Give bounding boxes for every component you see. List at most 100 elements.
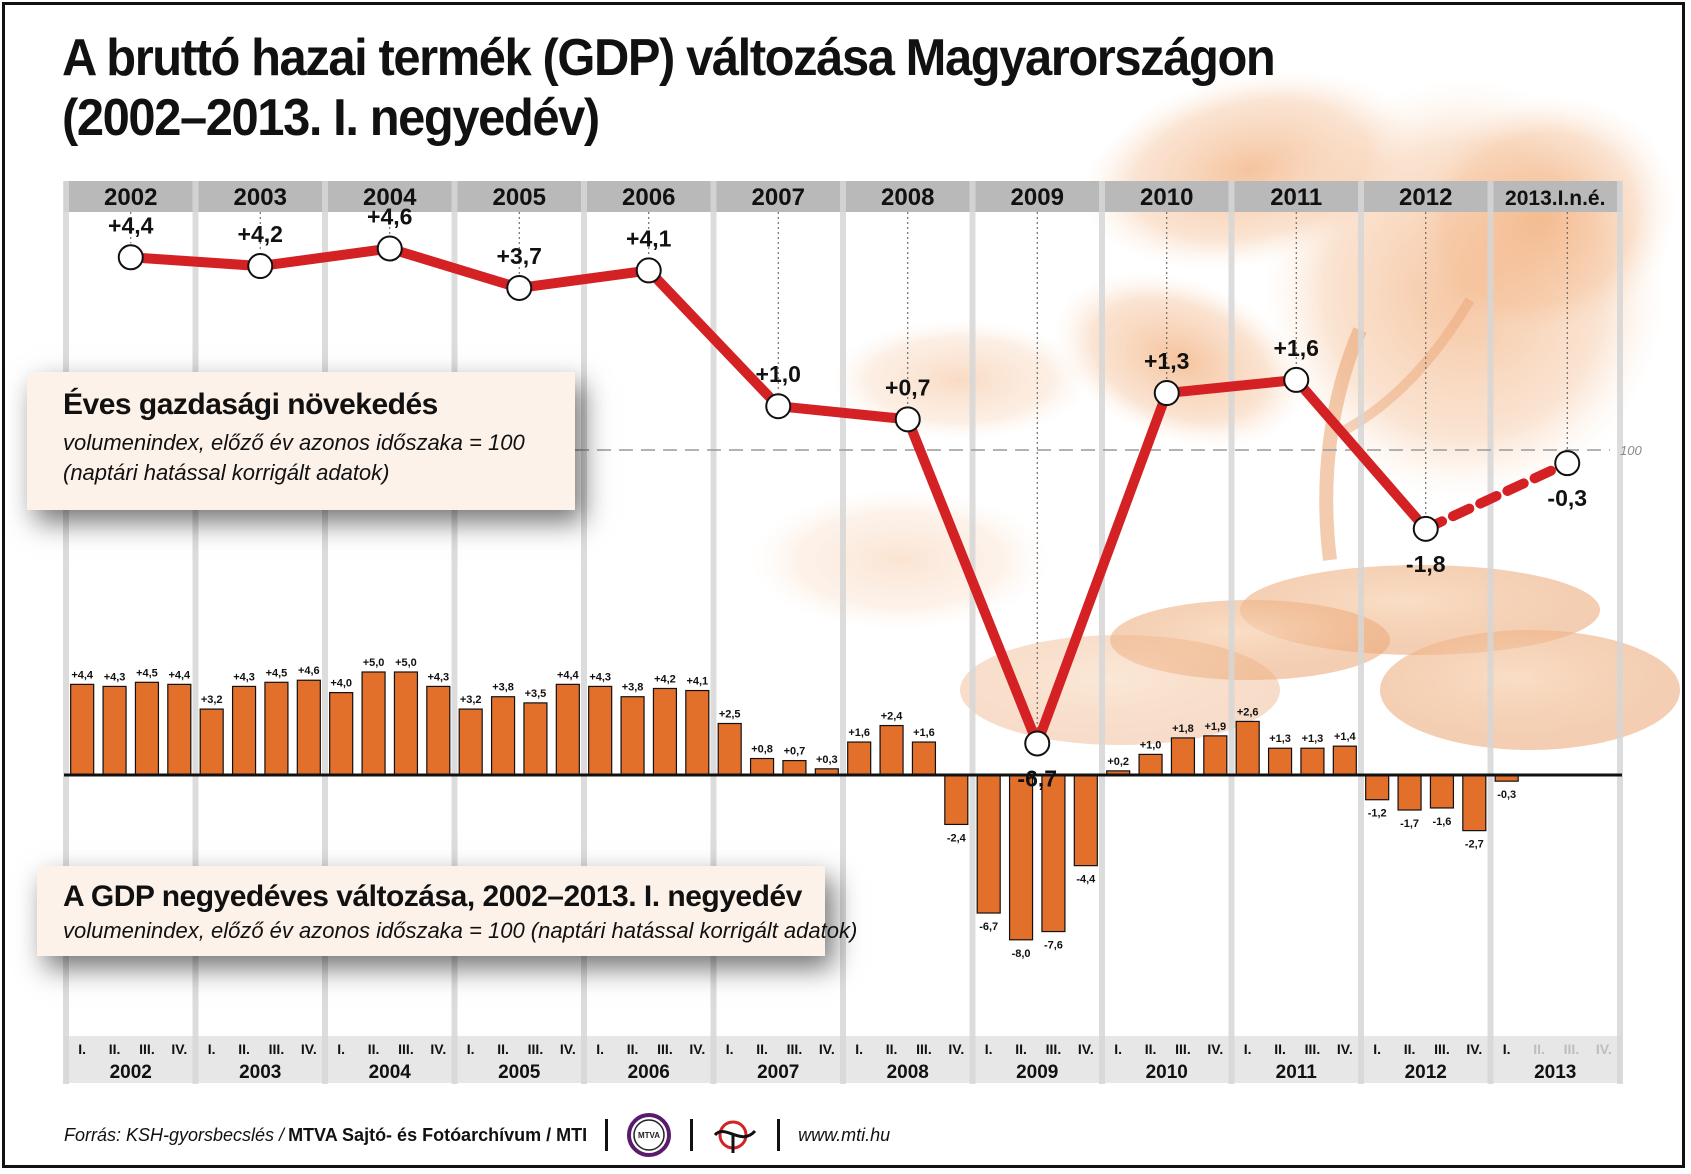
- line-point: [117, 244, 144, 271]
- quarter-bar: [652, 687, 678, 776]
- quarter-bar: [329, 691, 354, 776]
- quarter-tick-label: IV.: [1207, 1041, 1223, 1057]
- footer: Forrás: KSH-gyorsbecslés / MTVA Sajtó- é…: [64, 1113, 891, 1157]
- quarter-tick-label: IV.: [301, 1041, 317, 1057]
- line-point-label: +4,4: [108, 212, 154, 238]
- quarter-bar: [1073, 774, 1098, 867]
- year-header-label: 2008: [881, 184, 934, 211]
- column-separator: [581, 181, 587, 1084]
- quarter-bar-label: +2,5: [719, 709, 741, 721]
- quarter-tick-label: IV.: [948, 1041, 964, 1057]
- quarter-bar: [264, 681, 289, 776]
- quarter-tick-label: II.: [756, 1041, 768, 1057]
- quarter-tick-label: III.: [1564, 1041, 1580, 1057]
- quarter-bar: [426, 685, 451, 776]
- quarter-bar-label: +4,3: [589, 671, 611, 683]
- quarter-bar: [717, 722, 742, 776]
- quarter-tick-label: II.: [238, 1041, 250, 1057]
- quarter-bar: [1203, 735, 1228, 776]
- reference-line-100: 100: [575, 443, 1642, 458]
- year-header-label: 2013.I.n.é.: [1505, 187, 1605, 210]
- year-axis-label: 2009: [1016, 1062, 1058, 1083]
- quarter-bar-label: +1,8: [1172, 723, 1194, 735]
- quarter-tick-label: I.: [1373, 1041, 1381, 1057]
- quarter-tick-label: II.: [368, 1041, 380, 1057]
- quarter-tick-label: III.: [1434, 1041, 1450, 1057]
- quarter-bar: [1170, 737, 1196, 776]
- year-axis-label: 2005: [498, 1062, 541, 1083]
- line-point: [765, 393, 792, 420]
- quarter-tick-label: I.: [855, 1041, 863, 1057]
- annual-growth-subtitle-2: (naptári hatással korrigált adatok): [63, 460, 390, 485]
- quarter-bar: [1300, 747, 1325, 776]
- quarter-bar-label: -0,3: [1497, 789, 1516, 801]
- quarter-bar: [944, 774, 969, 826]
- column-separator: [1099, 181, 1105, 1084]
- quarter-bar-label: -8,0: [1012, 948, 1031, 960]
- quarter-tick-label: II.: [1274, 1041, 1286, 1057]
- quarter-bar: [393, 671, 419, 776]
- quarter-bar-label: +4,4: [71, 669, 94, 681]
- quarter-bar: [685, 689, 710, 776]
- column-separator: [322, 181, 328, 1084]
- quarter-tick-label: III.: [398, 1041, 414, 1057]
- year-axis-label: 2002: [110, 1062, 152, 1083]
- year-axis-label: 2003: [239, 1062, 281, 1083]
- quarter-bar-label: +1,6: [848, 727, 870, 739]
- quarterly-change-heading: A GDP negyedéves változása, 2002–2013. I…: [63, 880, 802, 913]
- quarter-bar: [134, 681, 160, 776]
- column-separator: [1228, 181, 1235, 1084]
- quarter-bar-label: +4,3: [104, 671, 126, 683]
- column-separator: [1487, 181, 1494, 1084]
- quarter-tick-label: IV.: [1466, 1041, 1482, 1057]
- quarter-bar: [620, 696, 645, 776]
- quarter-bar-label: +0,3: [816, 754, 838, 766]
- quarter-bar: [361, 671, 386, 776]
- year-axis-label: 2011: [1276, 1062, 1318, 1083]
- quarter-tick-label: IV.: [430, 1041, 446, 1057]
- quarter-tick-label: III.: [787, 1041, 803, 1057]
- line-segment: [1032, 388, 1172, 749]
- line-point: [894, 406, 921, 433]
- quarter-tick-label: I.: [1244, 1041, 1252, 1057]
- line-segment-estimate: [1420, 458, 1573, 534]
- line-segment: [514, 265, 654, 293]
- quarter-tick-label: III.: [1305, 1041, 1321, 1057]
- quarter-bar: [1235, 720, 1260, 776]
- line-point-label: +4,6: [367, 204, 412, 230]
- year-header-label: 2004: [363, 184, 417, 211]
- website-link[interactable]: www.mti.hu: [798, 1124, 891, 1145]
- quarter-bar: [847, 741, 872, 776]
- line-segment: [1291, 374, 1431, 534]
- line-point: [1024, 730, 1051, 757]
- quarter-tick-label: I.: [596, 1041, 604, 1057]
- year-header-label: 2009: [1011, 184, 1064, 211]
- line-point-label: +4,2: [238, 221, 283, 247]
- quarter-bar-label: +1,0: [1140, 739, 1162, 751]
- line-segment: [125, 252, 266, 272]
- quarter-bar-label: +3,8: [492, 682, 514, 694]
- quarter-bar-label: +4,2: [654, 673, 676, 685]
- quarter-bar-label: -1,7: [1400, 818, 1419, 830]
- quarter-tick-label: IV.: [1337, 1041, 1353, 1057]
- quarter-bar-label: +4,5: [136, 667, 158, 679]
- year-column-grid: 2002 2003 2004 2005 2006 2007 2008 2009 2010 2011…: [63, 181, 1623, 1084]
- year-axis-label: 2010: [1146, 1062, 1188, 1083]
- annual-growth-line: +4,4 +4,2 +4,6 +3,7 +4,1 +1,0 +0,7 -6,7 +1,3 +1,6…: [108, 204, 1587, 792]
- quarter-bar-label: +4,3: [233, 671, 255, 683]
- quarter-bar-label: +2,6: [1237, 706, 1259, 718]
- quarter-bar-label: -1,2: [1368, 808, 1387, 820]
- annual-growth-heading: Éves gazdasági növekedés: [63, 388, 438, 421]
- mti-logo-icon: [713, 1120, 757, 1153]
- title-line-1: A bruttó hazai termék (GDP) változása Ma…: [62, 29, 1276, 87]
- quarter-tick-label: IV.: [560, 1041, 576, 1057]
- quarter-bar-label: +4,4: [168, 669, 191, 681]
- quarter-bar-label: +1,9: [1204, 721, 1226, 733]
- annual-growth-legend-box: Éves gazdasági növekedés volumenindex, e…: [27, 372, 575, 510]
- line-point: [247, 253, 274, 280]
- quarter-bar-label: +1,3: [1302, 733, 1324, 745]
- quarter-bar-label: -4,4: [1076, 874, 1096, 886]
- quarter-bar-label: +4,1: [686, 676, 708, 688]
- quarter-bar-label: +2,4: [881, 711, 904, 723]
- quarter-tick-label: I.: [726, 1041, 734, 1057]
